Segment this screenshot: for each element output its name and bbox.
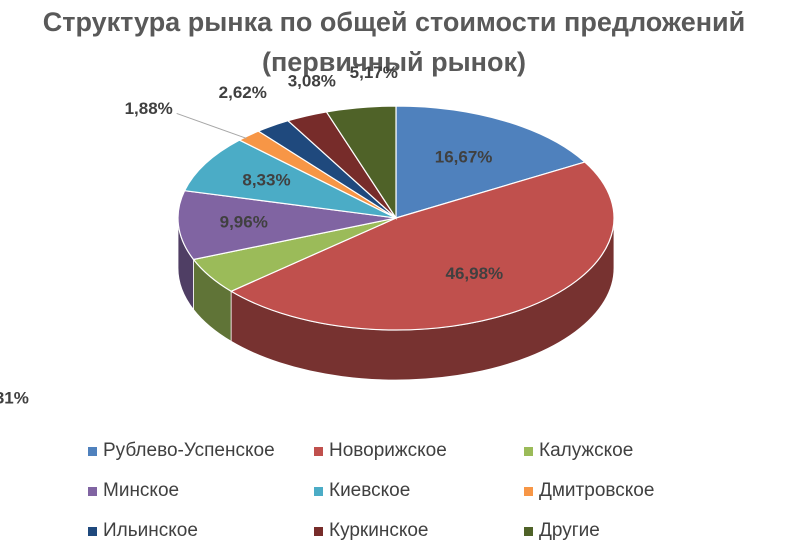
data-label-8: 5,17% — [350, 63, 398, 82]
legend-item-8: Другие — [524, 520, 600, 542]
data-label-1: 46,98% — [446, 264, 504, 283]
chart-title: Структура рынка по общей стоимости предл… — [0, 2, 788, 82]
legend-label-8: Другие — [539, 520, 600, 541]
legend-swatch-6 — [88, 526, 97, 536]
legend-label-2: Калужское — [539, 440, 634, 461]
legend-swatch-8 — [524, 526, 533, 536]
legend-label-0: Рублево-Успенское — [103, 440, 275, 461]
legend-swatch-5 — [524, 486, 533, 496]
data-label-6: 2,62% — [219, 83, 267, 102]
pie-slice-3 — [177, 190, 397, 261]
pie-slice-1 — [229, 161, 615, 331]
legend-item-2: Калужское — [524, 440, 633, 462]
data-label-2: 5,31% — [0, 389, 29, 408]
legend-swatch-1 — [314, 446, 323, 456]
legend-swatch-7 — [314, 526, 323, 536]
legend-label-7: Куркинское — [329, 520, 429, 541]
legend-swatch-2 — [524, 446, 533, 456]
legend-item-5: Дмитровское — [524, 480, 654, 502]
pie-chart: 16,67% 46,98% 5,31% 9,96% 8,33% 1,88% 2,62% 3,0… — [0, 63, 615, 408]
legend-swatch-0 — [88, 446, 97, 456]
chart-title-line-2: (первичный рынок) — [261, 47, 526, 77]
legend-label-5: Дмитровское — [539, 480, 655, 501]
legend-item-7: Куркинское — [314, 520, 429, 542]
legend-label-6: Ильинское — [103, 520, 198, 541]
legend-item-4: Киевское — [314, 480, 410, 502]
pie-slice-4 — [183, 139, 397, 219]
legend-swatch-4 — [314, 486, 323, 496]
legend-label-1: Новорижское — [329, 440, 447, 461]
pie-slice-8 — [325, 105, 397, 221]
legend-label-3: Минское — [103, 480, 180, 501]
pie-tops — [177, 105, 615, 331]
data-label-3: 9,96% — [220, 213, 268, 232]
data-label-5: 1,88% — [125, 99, 173, 118]
legend-swatch-3 — [88, 486, 97, 496]
legend-item-3: Минское — [88, 480, 179, 502]
data-label-7: 3,08% — [288, 71, 336, 90]
legend-item-6: Ильинское — [88, 520, 198, 542]
data-label-0: 16,67% — [435, 147, 493, 166]
pie-labels: 16,67% 46,98% 5,31% 9,96% 8,33% 1,88% 2,62% 3,0… — [0, 63, 503, 408]
chart-title-line-1: Структура рынка по общей стоимости предл… — [42, 7, 746, 37]
pie-slice-0 — [395, 105, 587, 219]
leader-line-5 — [176, 112, 247, 139]
data-label-4: 8,33% — [242, 170, 290, 189]
legend-label-4: Киевское — [329, 480, 411, 501]
legend-item-1: Новорижское — [314, 440, 447, 462]
legend-item-0: Рублево-Успенское — [88, 440, 275, 462]
